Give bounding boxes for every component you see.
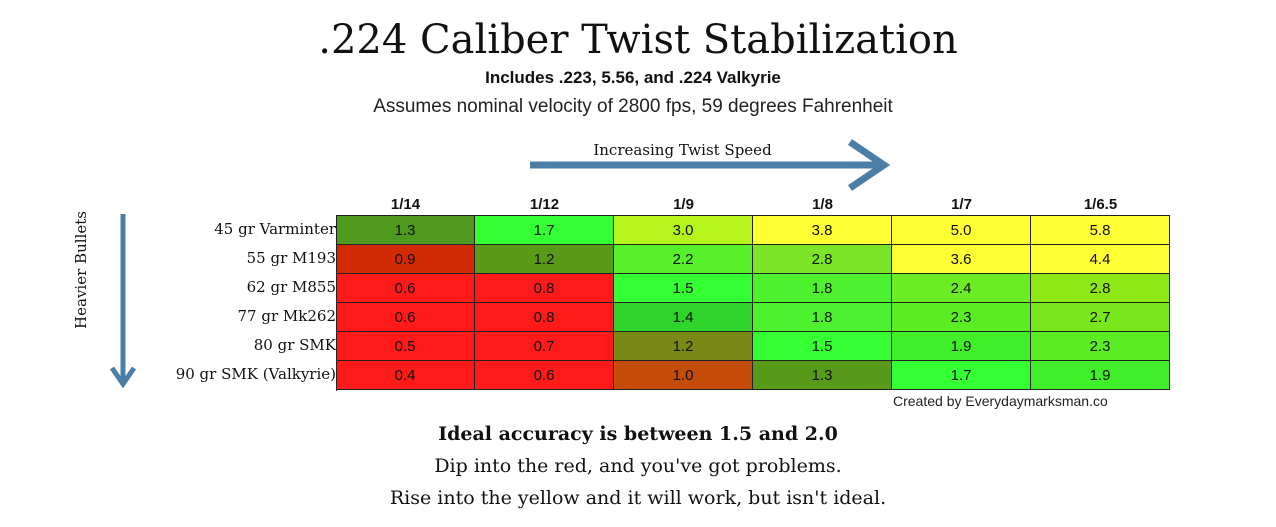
heatmap-cell: 2.8	[1031, 274, 1170, 303]
heatmap-cell: 2.3	[892, 303, 1031, 332]
chart-assumptions: Assumes nominal velocity of 2800 fps, 59…	[373, 96, 893, 117]
y-axis-label: Heavier Bullets	[72, 211, 90, 329]
row-header: 62 gr M855	[246, 278, 336, 296]
column-header: 1/12	[529, 196, 560, 213]
column-header: 1/6.5	[1083, 196, 1118, 213]
heatmap-cell: 1.7	[892, 361, 1031, 390]
heatmap-cell: 1.2	[614, 332, 753, 361]
heatmap-cell: 1.8	[753, 274, 892, 303]
note-yellow: Rise into the yellow and it will work, b…	[389, 487, 887, 509]
row-header: 80 gr SMK	[253, 336, 336, 354]
row-header: 45 gr Varminter	[214, 220, 336, 238]
heatmap-cell: 2.4	[892, 274, 1031, 303]
heatmap-cell: 0.7	[475, 332, 614, 361]
twist-speed-arrow	[530, 139, 891, 191]
heatmap-cell: 0.4	[336, 361, 475, 390]
heatmap-cell: 1.9	[892, 332, 1031, 361]
heatmap-cell: 1.3	[336, 216, 475, 245]
heatmap-cell: 3.6	[892, 245, 1031, 274]
heatmap-cell: 1.5	[753, 332, 892, 361]
credit-text: Created by Everydaymarksman.co	[893, 393, 1108, 409]
heatmap-cell: 0.8	[475, 274, 614, 303]
heatmap-cell: 1.3	[753, 361, 892, 390]
heatmap-cell: 2.3	[1031, 332, 1170, 361]
heatmap-cell: 4.4	[1031, 245, 1170, 274]
heatmap-cell: 1.8	[753, 303, 892, 332]
heatmap-cell: 5.0	[892, 216, 1031, 245]
bullet-weight-arrow	[109, 214, 137, 389]
heatmap-cell: 0.8	[475, 303, 614, 332]
heatmap-cell: 5.8	[1031, 216, 1170, 245]
column-header: 1/9	[673, 196, 694, 213]
heatmap-cell: 0.9	[336, 245, 475, 274]
heatmap-cell: 3.0	[614, 216, 753, 245]
note-red: Dip into the red, and you've got problem…	[434, 455, 842, 477]
heatmap-cell: 1.9	[1031, 361, 1170, 390]
heatmap-cell: 0.6	[475, 361, 614, 390]
heatmap-cell: 3.8	[753, 216, 892, 245]
row-header: 77 gr Mk262	[237, 307, 336, 325]
heatmap-cell: 2.8	[753, 245, 892, 274]
row-header: 90 gr SMK (Valkyrie)	[175, 365, 336, 383]
heatmap-cell: 1.0	[614, 361, 753, 390]
heatmap-cell: 1.2	[475, 245, 614, 274]
heatmap-cell: 2.2	[614, 245, 753, 274]
heatmap-cell: 0.6	[336, 303, 475, 332]
heatmap-cell: 0.6	[336, 274, 475, 303]
column-header: 1/7	[951, 196, 972, 213]
heatmap-cell: 1.4	[614, 303, 753, 332]
x-axis-label: Increasing Twist Speed	[593, 141, 772, 159]
column-header: 1/8	[812, 196, 833, 213]
note-ideal: Ideal accuracy is between 1.5 and 2.0	[438, 423, 838, 445]
chart-title: .224 Caliber Twist Stabilization	[318, 17, 958, 63]
chart-subtitle: Includes .223, 5.56, and .224 Valkyrie	[485, 68, 781, 87]
heatmap-cell: 1.5	[614, 274, 753, 303]
column-header: 1/14	[390, 196, 421, 213]
heatmap-cell: 1.7	[475, 216, 614, 245]
heatmap-cell: 0.5	[336, 332, 475, 361]
row-header: 55 gr M193	[246, 249, 336, 267]
heatmap-cell: 2.7	[1031, 303, 1170, 332]
